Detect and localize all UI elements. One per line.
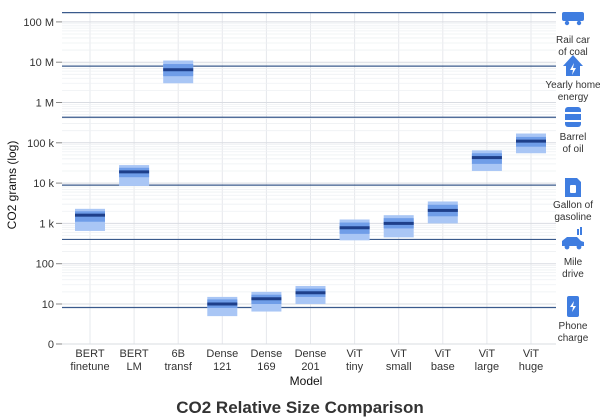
x-tick-label: ViT [391,348,408,360]
box-median [516,139,546,143]
x-tick-label: 6B [171,348,184,360]
box-bert-finetune [75,208,105,231]
x-tick-label: ViT [346,348,363,360]
x-tick-label: Dense [251,348,283,360]
reference-label: Barrel [560,132,587,143]
phone-icon [567,296,579,317]
x-tick-label: Dense [295,348,327,360]
x-tick-label: ViT [435,348,452,360]
y-tick-label: 100 [36,259,54,271]
box-median [251,297,282,301]
chart-title: CO2 Relative Size Comparison [176,398,424,417]
y-tick-label: 1 M [36,98,54,110]
home-icon [563,55,583,76]
box-median [295,291,326,295]
reference-label: Phone [559,321,588,332]
box-median [339,226,370,230]
reference-label: energy [558,92,589,103]
rail-car-icon [562,12,584,26]
box-median [383,221,414,225]
x-tick-label: LM [126,361,141,373]
x-tick-label: transf [164,361,192,373]
x-tick-label: BERT [75,348,104,360]
y-tick-label: 10 M [30,57,54,69]
x-tick-labels: BERTfinetuneBERTLM6BtransfDense121Dense1… [70,348,543,373]
x-tick-label: 201 [301,361,319,373]
reference-label: Rail car [556,35,591,46]
x-tick-label: base [431,361,455,373]
box-median [119,170,150,174]
x-tick-label: finetune [70,361,109,373]
box-vit-base [427,201,458,224]
box-vit-tiny [339,219,370,241]
x-tick-label: BERT [120,348,149,360]
reference-label: gasoline [554,212,592,223]
box-median [427,208,458,212]
y-tick-label: 0 [48,339,54,351]
box-median [75,213,105,217]
box-median [163,68,194,72]
box-6b-transf [163,60,194,84]
boxes [75,60,546,317]
x-tick-label: small [386,361,412,373]
y-tick-labels: 0 10 100 1 k 10 k 100 k 1 M 10 M 100 M [23,17,62,351]
reference-label: Mile [564,257,583,268]
x-tick-label: 169 [257,361,275,373]
x-tick-label: ViT [523,348,540,360]
reference-label: drive [562,269,584,280]
y-tick-label: 100 M [23,17,54,29]
box-vit-huge [516,133,546,154]
x-tick-label: Dense [206,348,238,360]
x-tick-label: large [475,361,499,373]
box-bert-lm [119,165,150,186]
box-dense-201 [295,285,326,304]
x-tick-label: tiny [346,361,364,373]
box-dense-121 [207,296,238,317]
reference-label: of coal [558,47,587,58]
y-tick-label: 1 k [39,218,54,230]
reference-label: Yearly home [545,80,600,91]
barrel-icon [565,107,581,127]
x-tick-label: huge [519,361,543,373]
y-tick-label: 10 k [33,178,54,190]
box-dense-169 [251,291,282,312]
box-median [471,156,502,160]
x-tick-label: 121 [213,361,231,373]
reference-label: of oil [562,144,583,155]
y-axis-label: CO2 grams (log) [5,141,19,230]
x-axis-label: Model [290,374,323,388]
reference-label: charge [558,333,589,344]
gas-can-icon [565,178,581,197]
reference-label: Gallon of [553,200,593,211]
box-vit-small [383,215,414,238]
car-icon [562,227,584,250]
box-median [207,302,238,306]
box-vit-large [471,150,502,171]
x-tick-label: ViT [479,348,496,360]
y-tick-label: 10 [42,299,54,311]
y-tick-label: 100 k [27,138,54,150]
